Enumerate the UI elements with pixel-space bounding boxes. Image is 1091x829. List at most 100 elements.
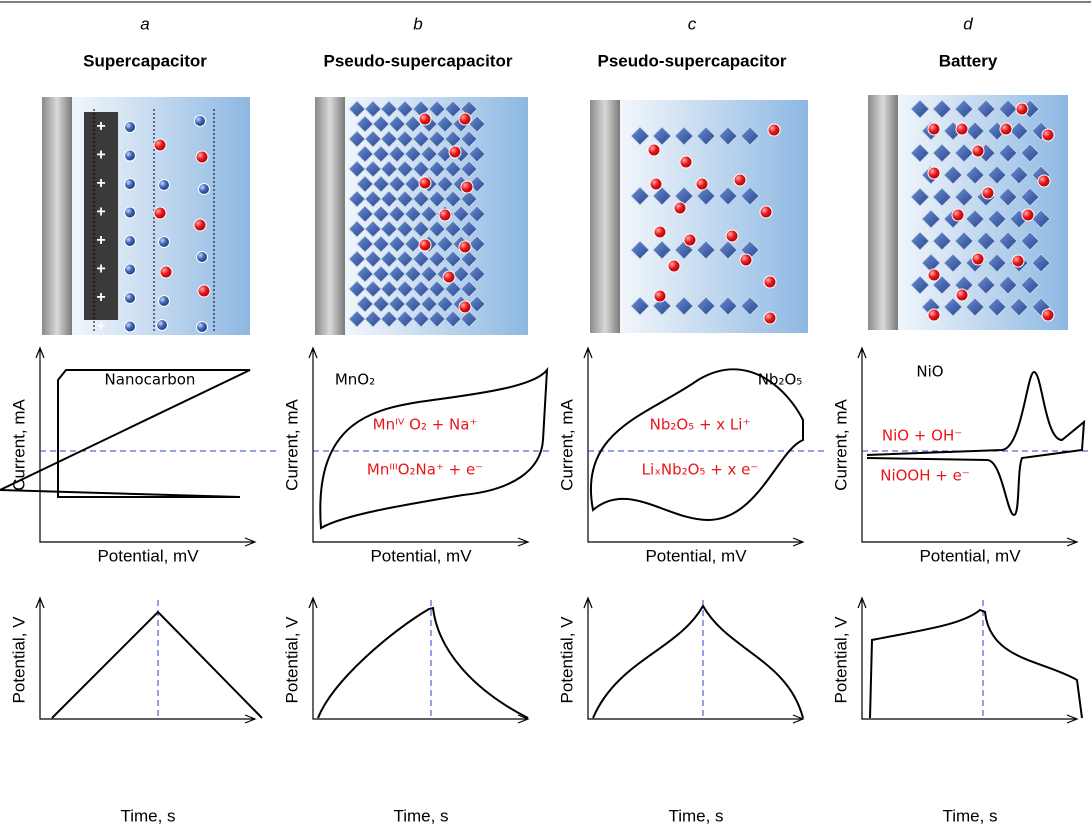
lattice-unit	[987, 253, 1007, 273]
lattice-unit	[356, 265, 374, 283]
electrolyte	[42, 97, 250, 335]
axis	[35, 596, 257, 724]
lattice-unit	[412, 220, 430, 238]
lattice-unit	[965, 165, 985, 185]
anion	[124, 178, 136, 190]
lattice-unit	[404, 175, 422, 193]
lattice-unit	[420, 265, 438, 283]
lattice-unit	[396, 310, 414, 328]
lattice-unit	[372, 235, 390, 253]
lattice-unit	[1009, 297, 1029, 317]
lattice-unit	[468, 265, 486, 283]
lattice-unit	[1009, 121, 1029, 141]
lattice-unit	[404, 205, 422, 223]
lattice-unit	[372, 115, 390, 133]
cation	[653, 289, 667, 303]
cation	[739, 253, 753, 267]
cation	[763, 275, 777, 289]
lattice-unit	[380, 190, 398, 208]
cation	[1011, 254, 1025, 268]
schematic: + + + + + + + +	[42, 97, 250, 335]
annotation: Nb₂O₅	[758, 371, 803, 389]
lattice-unit	[364, 220, 382, 238]
lattice-unit	[965, 209, 985, 229]
lattice-unit	[404, 265, 422, 283]
axis	[857, 596, 1079, 724]
annotation: LiₓNb₂O₅ + x e⁻	[642, 461, 759, 479]
lattice-unit	[696, 126, 716, 146]
charge-sign: +	[96, 232, 105, 249]
lattice-unit	[1031, 253, 1051, 273]
cation	[951, 208, 965, 222]
anion	[124, 235, 136, 247]
lattice-unit	[388, 175, 406, 193]
x-axis-label: Potential, mV	[919, 546, 1021, 565]
annotation: MnO₂	[335, 371, 375, 389]
cation	[1015, 102, 1029, 116]
cv-curve	[590, 368, 804, 522]
lattice-unit	[380, 310, 398, 328]
lattice-unit	[348, 130, 366, 148]
electrolyte	[590, 100, 808, 333]
lattice-unit	[388, 115, 406, 133]
lattice-unit	[444, 160, 462, 178]
lattice-unit	[460, 280, 478, 298]
lattice-unit	[380, 100, 398, 118]
charge-sign: +	[96, 261, 105, 278]
anion	[124, 121, 136, 133]
lattice-unit	[696, 240, 716, 260]
cation	[195, 150, 209, 164]
panel-title: Pseudo-supercapacitor	[324, 51, 513, 70]
lattice-unit	[428, 280, 446, 298]
lattice-unit	[987, 209, 1007, 229]
lattice-unit	[396, 280, 414, 298]
lattice-unit	[364, 130, 382, 148]
cation	[418, 238, 432, 252]
lattice-unit	[954, 187, 974, 207]
lattice-unit	[364, 280, 382, 298]
y-axis-label: Current, mA	[831, 399, 850, 491]
lattice-unit	[652, 126, 672, 146]
lattice-unit	[910, 187, 930, 207]
lattice-unit	[396, 160, 414, 178]
lattice-unit	[468, 145, 486, 163]
cation	[458, 240, 472, 254]
lattice-unit	[696, 186, 716, 206]
cation	[1037, 174, 1051, 188]
axis	[583, 346, 805, 547]
lattice-unit	[404, 145, 422, 163]
lattice-unit	[428, 160, 446, 178]
lattice-unit	[976, 231, 996, 251]
lattice-unit	[436, 115, 454, 133]
anion	[124, 149, 136, 162]
panel-letter: d	[963, 14, 973, 33]
lattice-unit	[652, 186, 672, 206]
panel-letter: b	[413, 14, 422, 33]
lattice-unit	[630, 126, 650, 146]
lattice-unit	[388, 295, 406, 313]
lattice-unit	[444, 220, 462, 238]
cation	[763, 311, 777, 325]
lattice-unit	[740, 296, 760, 316]
cation	[159, 265, 173, 279]
panel-letter: a	[140, 14, 149, 33]
lattice-unit	[388, 235, 406, 253]
lattice-unit	[348, 190, 366, 208]
anion	[124, 263, 136, 276]
lattice-unit	[460, 130, 478, 148]
cation	[955, 122, 969, 136]
charge-sign: +	[96, 204, 105, 221]
lattice-unit	[404, 295, 422, 313]
lattice-unit	[932, 231, 952, 251]
lattice-unit	[998, 99, 1018, 119]
anion	[124, 320, 136, 333]
anion	[156, 319, 168, 331]
lattice-unit	[696, 296, 716, 316]
cation	[197, 284, 211, 298]
charge-sign: +	[96, 118, 105, 135]
lattice-unit	[428, 100, 446, 118]
schematic	[868, 95, 1068, 330]
cation	[695, 177, 709, 191]
lattice-unit	[444, 250, 462, 268]
lattice-unit	[428, 220, 446, 238]
